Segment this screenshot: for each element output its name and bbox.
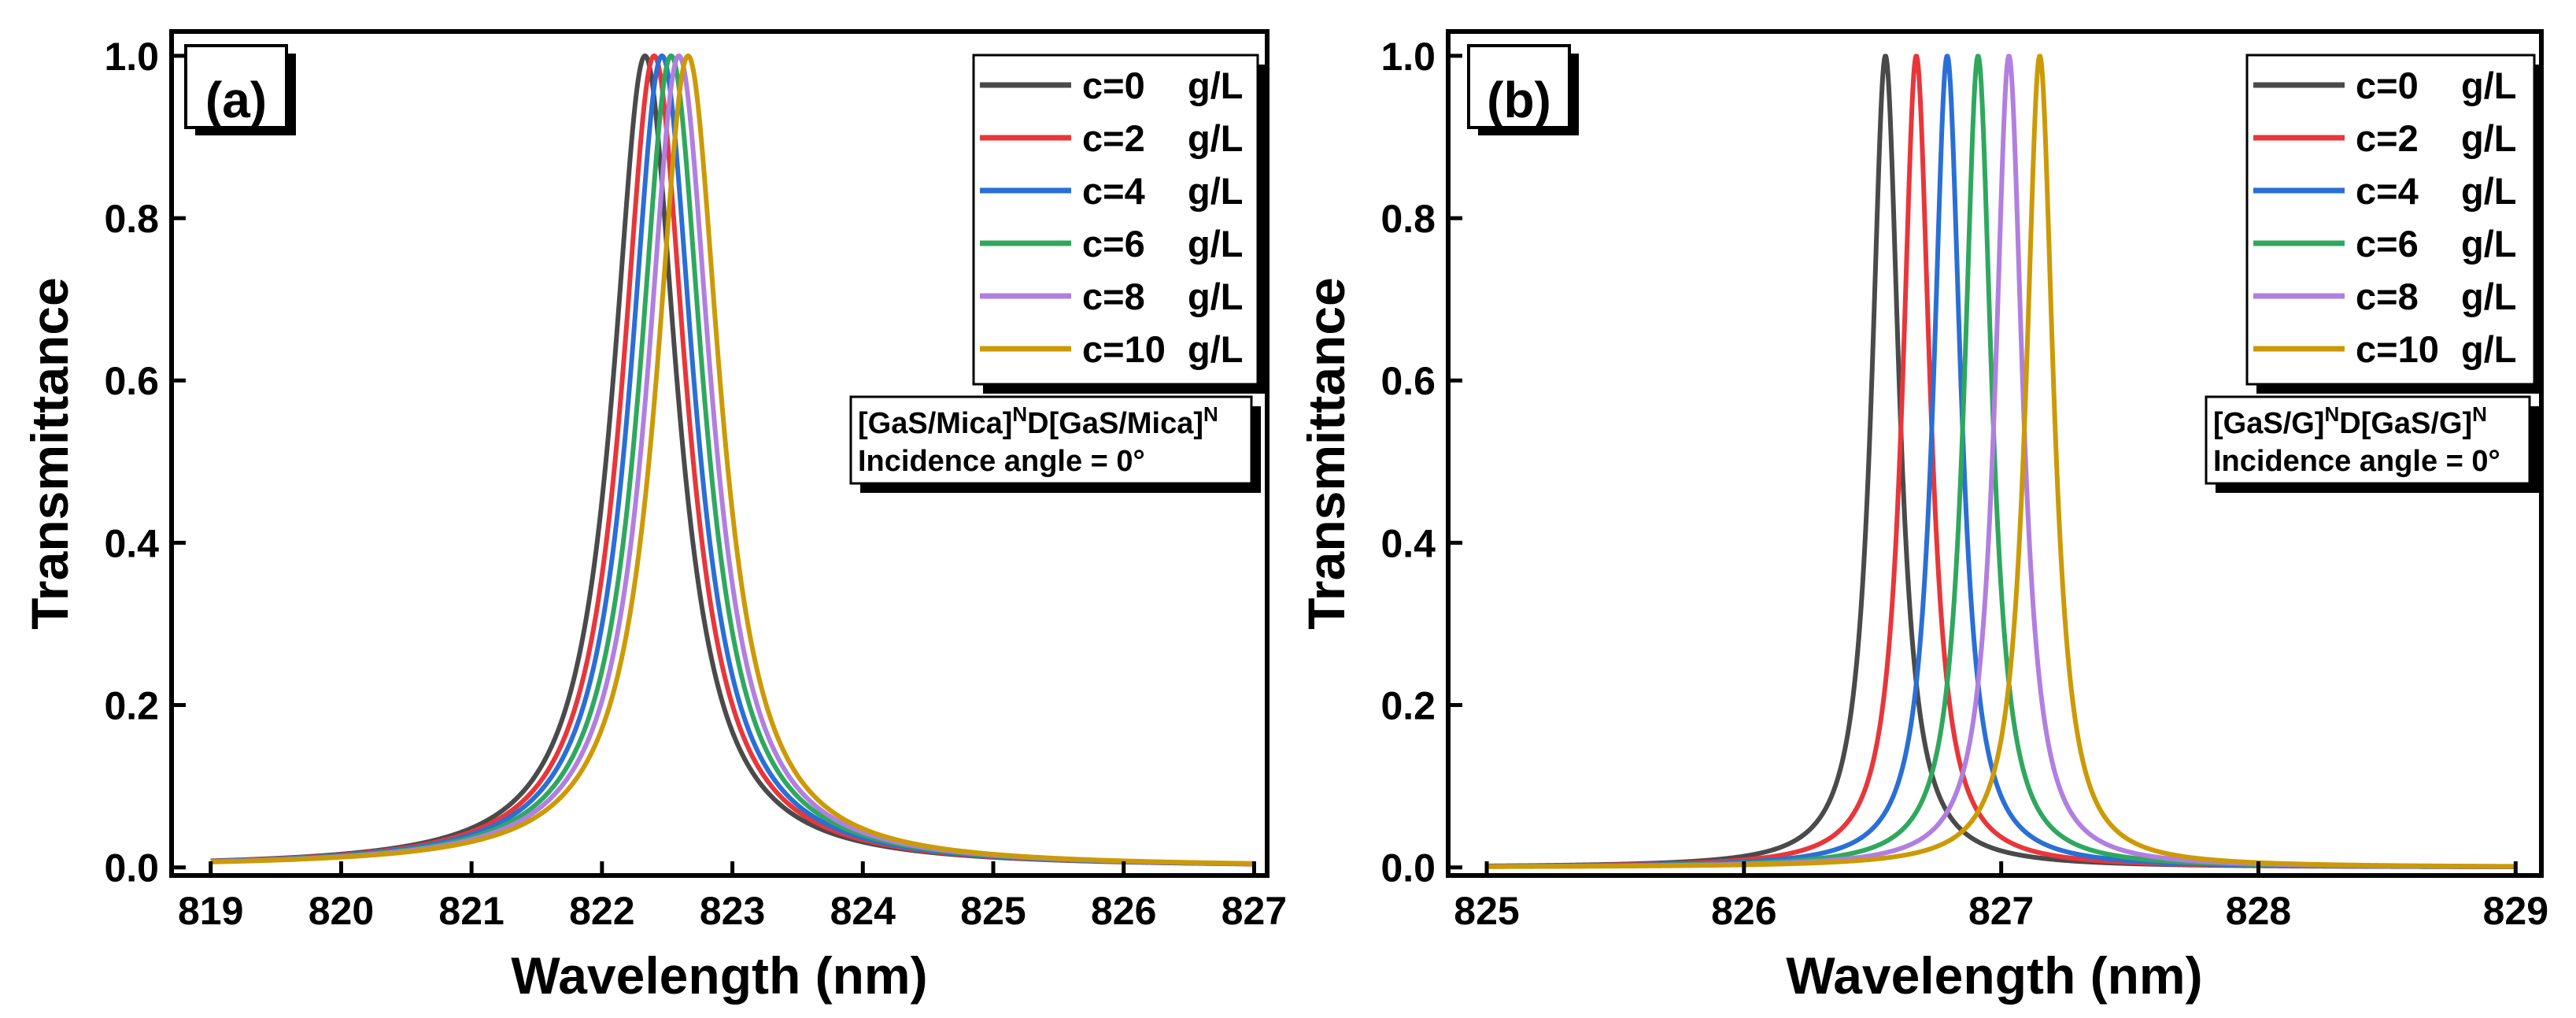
y-tick-label-b-1: 0.2 [1380,684,1436,728]
annotation-structure-b: [GaS/G]ND[GaS/G]N [2213,402,2487,440]
x-axis-title-b: Wavelength (nm) [1786,946,2202,1005]
y-tick-label-b-0: 0.0 [1380,846,1436,890]
x-tick-label-a-6: 825 [960,889,1026,933]
legend-label-a-4: c=8 [1082,276,1145,317]
legend-label-a-2: c=4 [1082,170,1145,212]
y-tick-label-a-0: 0.0 [104,846,159,890]
legend-label-b-3: c=6 [2356,223,2419,265]
legend-label-b-5: c=10 [2356,328,2439,370]
x-tick-label-a-4: 823 [700,889,765,933]
legend-unit-b-0: g/L [2461,65,2516,106]
legend-unit-a-1: g/L [1188,117,1243,159]
curves-a [209,53,1256,867]
ticks-a: 819 820 821 822 823 824 825 826 827 0.0 0.2 0.4 0.6 0… [104,35,1287,933]
annot-a-part1: [GaS/Mica] [858,407,1012,440]
legend-b: c=0 g/L c=2 g/L c=4 g/L c=6 g/L c=8 g/L c=10 g/L [2245,54,2544,394]
legend-unit-b-5: g/L [2461,328,2516,370]
panel-label-b: (b) [1487,72,1551,128]
x-tick-label-b-0: 825 [1454,889,1519,933]
y-tick-label-a-2: 0.4 [104,521,159,565]
x-tick-label-a-7: 826 [1091,889,1156,933]
y-tick-label-a-4: 0.8 [104,197,159,241]
panel-label-a: (a) [205,72,267,128]
x-tick-label-a-5: 824 [830,889,896,933]
legend-label-a-0: c=0 [1082,65,1145,106]
series-line-b-5 [1484,54,2518,869]
plot-frame-a [169,29,1270,878]
series-line-a-5 [209,54,1256,866]
legend-unit-b-4: g/L [2461,276,2516,317]
legend-a: c=0 g/L c=2 g/L c=4 g/L c=6 g/L c=8 g/L c=10 g/L [972,54,1267,394]
y-tick-label-a-3: 0.6 [104,359,159,403]
x-tick-label-b-4: 829 [2483,889,2548,933]
legend-label-a-1: c=2 [1082,117,1145,159]
legend-unit-b-3: g/L [2461,223,2516,265]
y-tick-label-a-1: 0.2 [104,684,159,728]
annotation-box-a: [GaS/Mica]ND[GaS/Mica]N Incidence angle … [849,395,1261,493]
panel-b: 825 826 827 828 829 0.0 0.2 0.4 0.6 0.8 1.0 Transm… [1297,29,2548,1005]
x-tick-label-a-1: 820 [309,889,374,933]
annot-a-part2: D[GaS/Mica] [1027,407,1203,440]
annotation-angle-a: Incidence angle = 0° [858,445,1145,478]
legend-label-b-1: c=2 [2356,117,2419,159]
legend-unit-b-2: g/L [2461,170,2516,212]
annotation-angle-b: Incidence angle = 0° [2213,445,2500,478]
annot-b-sup2: N [2472,402,2487,426]
legend-unit-a-2: g/L [1188,170,1243,212]
x-tick-label-a-0: 819 [178,889,243,933]
legend-label-b-2: c=4 [2356,170,2419,212]
x-tick-label-a-8: 827 [1221,889,1287,933]
annot-b-sup1: N [2324,402,2339,426]
legend-unit-b-1: g/L [2461,117,2516,159]
legend-unit-a-4: g/L [1188,276,1243,317]
annot-b-part2: D[GaS/G] [2339,407,2472,440]
legend-unit-a-5: g/L [1188,328,1243,370]
y-axis-title-b: Transmittance [1297,277,1355,630]
y-tick-label-b-3: 0.6 [1380,359,1436,403]
annot-b-part1: [GaS/G] [2213,407,2324,440]
x-tick-label-a-2: 821 [438,889,504,933]
y-tick-label-b-5: 1.0 [1380,35,1436,79]
curves-b [1484,54,2518,869]
annot-a-sup1: N [1012,402,1027,426]
y-tick-label-b-2: 0.4 [1380,521,1436,565]
x-axis-title-a: Wavelength (nm) [511,946,927,1005]
panel-label-box-b: (b) [1467,44,1579,135]
legend-unit-a-3: g/L [1188,223,1243,265]
plot-frame-b [1446,29,2544,878]
x-tick-label-b-1: 826 [1711,889,1776,933]
annotation-box-b: [GaS/G]ND[GaS/G]N Incidence angle = 0° [2205,395,2539,493]
y-tick-label-b-4: 0.8 [1380,197,1436,241]
panel-a: 819 820 821 822 823 824 825 826 827 0.0 0.2 0.4 0.6 0… [20,29,1287,1005]
annotation-structure-a: [GaS/Mica]ND[GaS/Mica]N [858,402,1218,440]
y-tick-label-a-5: 1.0 [104,35,159,79]
legend-label-a-3: c=6 [1082,223,1145,265]
legend-label-b-4: c=8 [2356,276,2419,317]
legend-unit-a-0: g/L [1188,65,1243,106]
x-tick-label-b-3: 828 [2226,889,2291,933]
legend-label-b-0: c=0 [2356,65,2419,106]
annot-a-sup2: N [1203,402,1218,426]
panel-label-box-a: (a) [184,44,296,135]
ticks-b: 825 826 827 828 829 0.0 0.2 0.4 0.6 0.8 1.0 [1380,35,2548,933]
y-axis-title-a: Transmittance [20,277,79,630]
x-tick-label-a-3: 822 [569,889,634,933]
x-tick-label-b-2: 827 [1968,889,2034,933]
legend-label-a-5: c=10 [1082,328,1166,370]
